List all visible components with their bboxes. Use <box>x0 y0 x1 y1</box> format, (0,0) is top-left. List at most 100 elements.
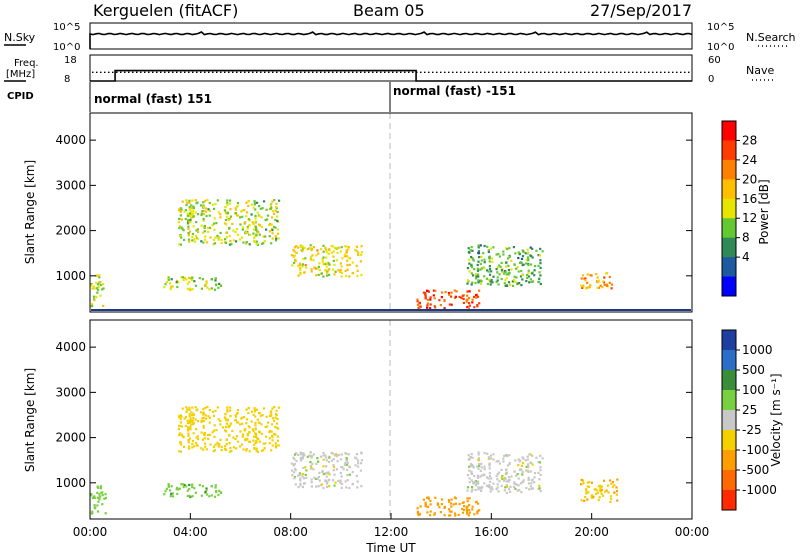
heatmap-cell <box>334 270 337 273</box>
heatmap-cell <box>256 201 259 204</box>
heatmap-cell <box>526 276 529 279</box>
heatmap-cell <box>104 512 107 515</box>
heatmap-cell <box>325 248 328 251</box>
heatmap-cell <box>225 419 228 422</box>
heatmap-cell <box>507 464 510 467</box>
freq-panel-frame <box>89 54 693 82</box>
heatmap-cell <box>299 268 302 271</box>
heatmap-cell <box>477 273 480 276</box>
heatmap-cell <box>181 200 184 203</box>
heatmap-cell <box>330 244 333 247</box>
heatmap-cell <box>254 427 257 430</box>
heatmap-cell <box>526 463 530 466</box>
heatmap-cell <box>470 255 473 259</box>
heatmap-cell <box>194 211 197 214</box>
nsky-series-line <box>89 31 693 49</box>
heatmap-cell <box>315 485 318 488</box>
heatmap-cell <box>526 256 530 259</box>
heatmap-cell <box>529 470 533 473</box>
heatmap-cell <box>317 265 320 268</box>
heatmap-cell <box>320 248 323 251</box>
heatmap-cell <box>517 256 520 260</box>
heatmap-cell <box>521 481 524 484</box>
heatmap-cell <box>305 469 308 472</box>
heatmap-cell <box>181 434 184 437</box>
heatmap-cell <box>234 437 237 441</box>
heatmap-cell <box>99 495 102 498</box>
heatmap-cell <box>186 419 189 422</box>
heatmap-cell <box>263 200 266 203</box>
heatmap-cell <box>513 482 516 485</box>
heatmap-cell <box>359 469 362 472</box>
heatmap-cell <box>315 254 318 257</box>
heatmap-cell <box>466 290 469 293</box>
heatmap-cell <box>186 282 189 285</box>
heatmap-cell <box>496 483 499 486</box>
heatmap-cell <box>512 278 516 282</box>
heatmap-cell <box>186 489 189 492</box>
heatmap-cell <box>357 253 360 256</box>
heatmap-cell <box>188 408 191 411</box>
heatmap-cell <box>500 277 503 281</box>
heatmap-cell <box>170 285 173 288</box>
heatmap-cell <box>202 213 205 216</box>
heatmap-cell <box>96 491 99 494</box>
heatmap-cell <box>234 208 238 211</box>
heatmap-cell <box>581 479 584 483</box>
heatmap-cell <box>481 486 484 489</box>
heatmap-cell <box>214 202 217 205</box>
heatmap-cell <box>539 469 542 472</box>
heatmap-cell <box>205 280 208 283</box>
heatmap-cell <box>189 428 192 431</box>
heatmap-cell <box>271 210 274 213</box>
heatmap-cell <box>345 459 348 462</box>
beam-title: Beam 05 <box>353 1 425 20</box>
heatmap-cell <box>495 268 498 271</box>
heatmap-cell <box>181 227 184 230</box>
heatmap-cell <box>291 474 294 477</box>
heatmap-cell <box>520 257 524 260</box>
heatmap-cell <box>535 456 538 459</box>
heatmap-cell <box>254 225 257 228</box>
heatmap-cell <box>212 207 216 210</box>
heatmap-cell <box>244 231 247 234</box>
heatmap-cell <box>537 254 540 257</box>
heatmap-cell <box>537 461 540 464</box>
heatmap-cell <box>325 262 328 265</box>
heatmap-cell <box>101 288 104 291</box>
heatmap-cell <box>466 512 469 516</box>
heatmap-cell <box>253 410 256 413</box>
heatmap-cell <box>187 238 191 241</box>
heatmap-cell <box>188 212 192 215</box>
heatmap-cell <box>245 408 248 411</box>
heatmap-cell <box>208 209 211 213</box>
heatmap-cell <box>429 303 432 306</box>
heatmap-cell <box>274 433 277 436</box>
heatmap-cell <box>190 483 194 486</box>
heatmap-cell <box>180 226 183 229</box>
heatmap-cell <box>191 419 195 422</box>
heatmap-cell <box>276 426 279 429</box>
heatmap-cell <box>228 442 231 445</box>
heatmap-cell <box>486 476 489 479</box>
heatmap-cell <box>258 440 261 443</box>
heatmap-cell <box>610 283 614 286</box>
heatmap-cell <box>208 214 211 217</box>
heatmap-cell <box>202 241 205 244</box>
heatmap-cell <box>439 304 442 307</box>
heatmap-cell <box>483 275 486 278</box>
heatmap-cell <box>505 284 509 287</box>
heatmap-cell <box>234 415 238 418</box>
heatmap-cell <box>301 265 304 268</box>
heatmap-cell <box>186 201 189 204</box>
heatmap-cell <box>468 270 471 273</box>
heatmap-cell <box>216 441 219 444</box>
heatmap-cell <box>477 275 480 278</box>
heatmap-cell <box>245 422 248 425</box>
heatmap-cell <box>186 214 189 218</box>
heatmap-cell <box>476 512 479 515</box>
heatmap-cell <box>529 485 532 488</box>
ytick-label: 4000 <box>55 340 86 354</box>
heatmap-cell <box>209 236 212 239</box>
